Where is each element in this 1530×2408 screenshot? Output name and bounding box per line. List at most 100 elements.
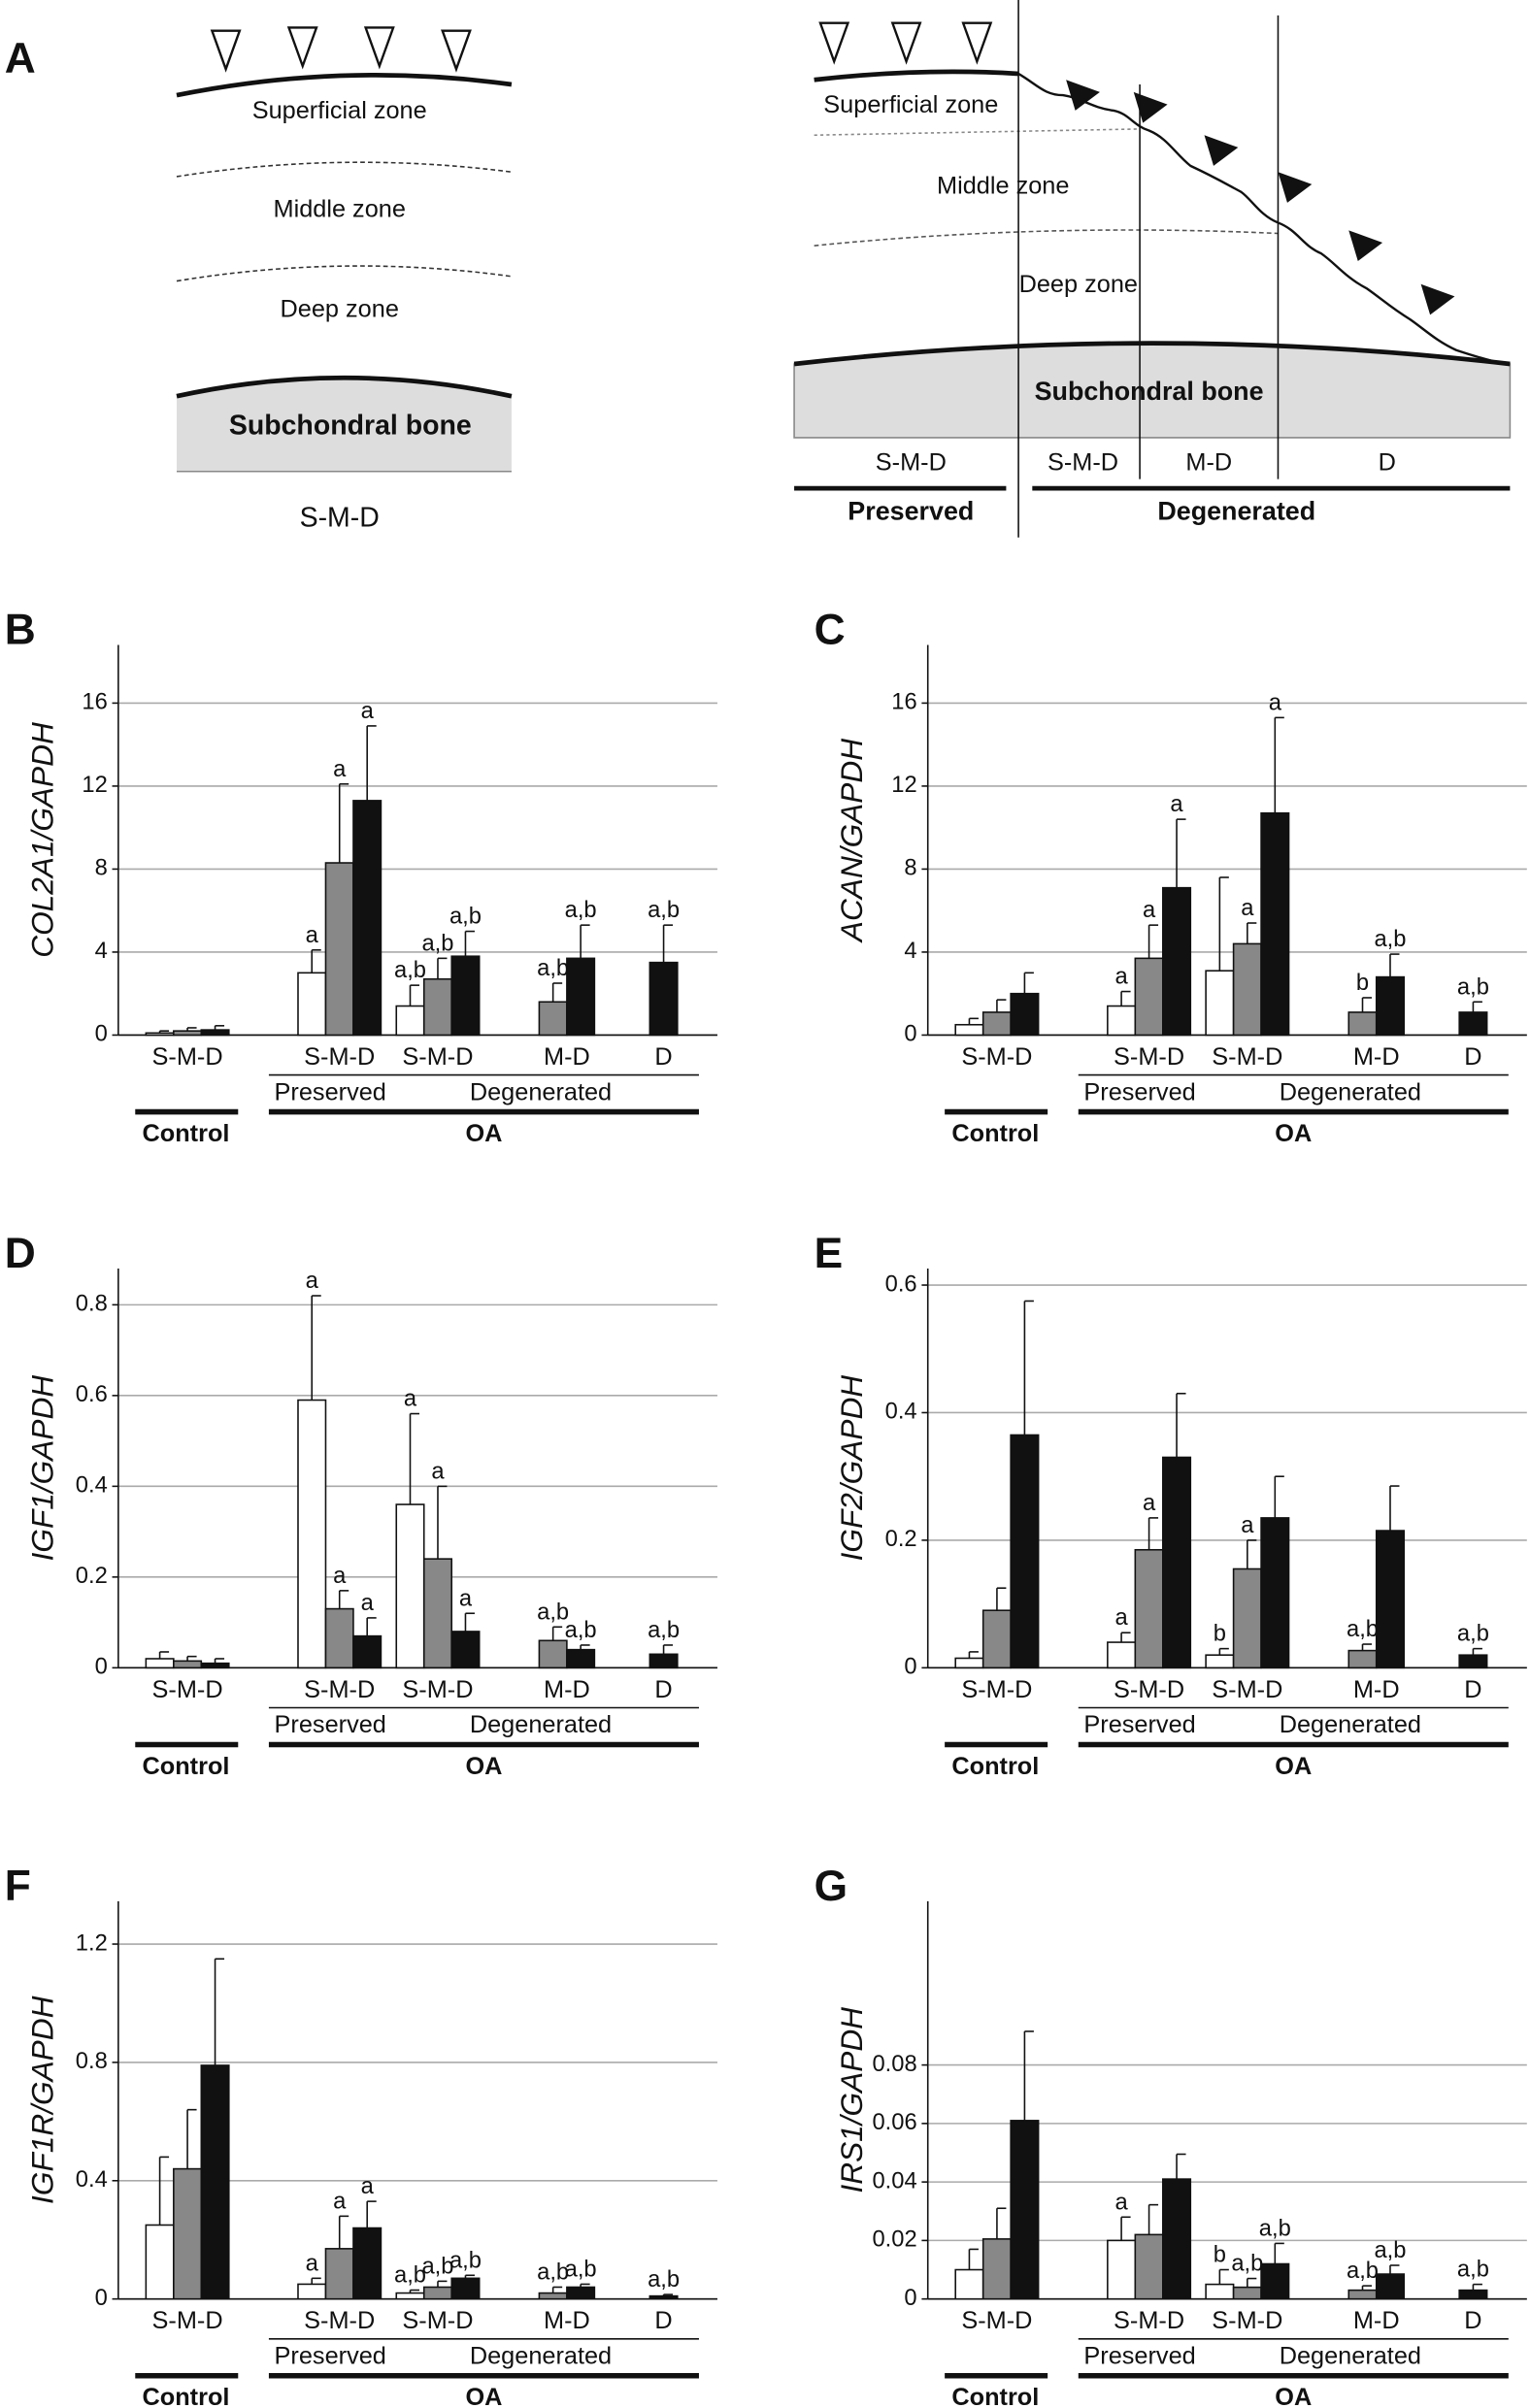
significance-label: a,b [1347, 2259, 1379, 2284]
x-tick-label: M-D [544, 1043, 590, 1071]
group-label: OA [465, 1753, 502, 1780]
significance-label: a,b [1457, 1622, 1489, 1647]
y-tick-label: 0 [904, 1655, 916, 1680]
bar [1162, 2178, 1192, 2300]
subgroup-label: Preserved [275, 1711, 386, 1738]
zone-label: Deep zone [1019, 271, 1138, 298]
significance-label: a,b [565, 2257, 597, 2282]
zone-label: Middle zone [937, 173, 1069, 200]
bone-surface [793, 341, 1511, 367]
bar [1260, 2262, 1290, 2300]
significance-label: a [1114, 2190, 1128, 2215]
significance-label: a,b [1374, 2238, 1406, 2263]
surface [176, 73, 513, 98]
significance-label: b [1214, 1622, 1226, 1647]
bar [352, 2227, 382, 2300]
bar [450, 1631, 481, 1669]
panel-letter: G [815, 1863, 848, 1910]
zone-boundary [814, 128, 1141, 137]
x-tick-label: M-D [1353, 1676, 1400, 1703]
zone-boundary [176, 161, 513, 178]
significance-label: a,b [421, 931, 453, 956]
bar [1458, 1654, 1488, 1669]
y-tick-label: 12 [82, 773, 107, 798]
bar [1205, 970, 1235, 1037]
bone-label: Subchondral bone [229, 410, 472, 441]
bar [395, 1503, 425, 1669]
x-tick-label: M-D [544, 2307, 590, 2334]
bar [1010, 1434, 1040, 1669]
significance-label: a [1143, 1491, 1156, 1516]
bar [649, 961, 679, 1037]
bar [450, 2277, 481, 2300]
significance-label: a,b [1259, 2216, 1291, 2241]
subgroup-label: Degenerated [470, 1078, 612, 1105]
x-tick-label: S-M-D [1212, 1676, 1282, 1703]
significance-label: a,b [1347, 1617, 1379, 1642]
bar [1232, 1567, 1262, 1669]
bar [954, 1657, 984, 1669]
significance-label: a,b [421, 2254, 453, 2279]
panel-letter: C [815, 607, 846, 654]
bar [1010, 992, 1040, 1037]
bar [1347, 1011, 1378, 1037]
bar [538, 1001, 568, 1037]
filled-arrows [1066, 80, 1455, 315]
x-tick-label: S-M-D [961, 1676, 1032, 1703]
bar [954, 2268, 984, 2300]
bar [297, 972, 327, 1037]
x-tick-label: S-M-D [1114, 2307, 1184, 2334]
bar [450, 955, 481, 1037]
bar [324, 862, 354, 1037]
x-tick-label: S-M-D [1114, 1676, 1184, 1703]
significance-label: a [1143, 898, 1156, 923]
bar [981, 1609, 1012, 1669]
significance-label: a [306, 1269, 319, 1294]
significance-label: a [306, 923, 319, 948]
x-tick-label: S-M-D [961, 2307, 1032, 2334]
x-tick-label: S-M-D [1114, 1043, 1184, 1071]
group-label: Control [951, 2384, 1039, 2408]
y-tick-label: 0.8 [76, 1292, 108, 1317]
bar [1010, 2120, 1040, 2300]
x-tick-label: S-M-D [402, 2307, 473, 2334]
bar [422, 2286, 453, 2300]
bar [324, 2248, 354, 2300]
subgroup-label: Degenerated [1280, 2342, 1421, 2369]
x-tick-label: D [1464, 1676, 1481, 1703]
subgroup-label: Degenerated [1280, 1078, 1421, 1105]
y-tick-label: 0.4 [76, 1473, 108, 1499]
significance-label: a,b [449, 905, 482, 930]
significance-label: a,b [648, 1618, 680, 1643]
region-label: M-D [1185, 449, 1232, 477]
y-axis-label: IGF1R/GAPDH [24, 1996, 59, 2204]
x-tick-label: M-D [1353, 1043, 1400, 1071]
x-tick-label: S-M-D [304, 1676, 375, 1703]
x-tick-label: D [654, 1676, 672, 1703]
y-tick-label: 8 [95, 856, 108, 881]
significance-label: b [1356, 971, 1369, 996]
significance-label: a [361, 699, 375, 724]
subgroup-label: Preserved [1083, 2342, 1195, 2369]
bar [352, 1634, 382, 1669]
y-tick-label: 12 [891, 773, 916, 798]
region-label: S-M-D [300, 502, 380, 533]
significance-label: a,b [1231, 2252, 1263, 2277]
region-label: S-M-D [876, 449, 947, 477]
bar [566, 2286, 596, 2300]
x-tick-label: S-M-D [402, 1043, 473, 1071]
bar [1134, 957, 1164, 1037]
significance-label: a,b [1374, 927, 1406, 952]
x-tick-label: S-M-D [304, 2307, 375, 2334]
bar [1134, 2233, 1164, 2300]
y-tick-label: 0.02 [872, 2227, 916, 2253]
y-tick-label: 0 [904, 1022, 916, 1047]
panel-letter: F [5, 1863, 31, 1910]
x-tick-label: S-M-D [402, 1676, 473, 1703]
panel-letter: A [5, 35, 36, 82]
bar [1347, 1649, 1378, 1669]
x-tick-label: S-M-D [1212, 1043, 1282, 1071]
bar [538, 2292, 568, 2300]
significance-label: a,b [449, 2248, 482, 2273]
